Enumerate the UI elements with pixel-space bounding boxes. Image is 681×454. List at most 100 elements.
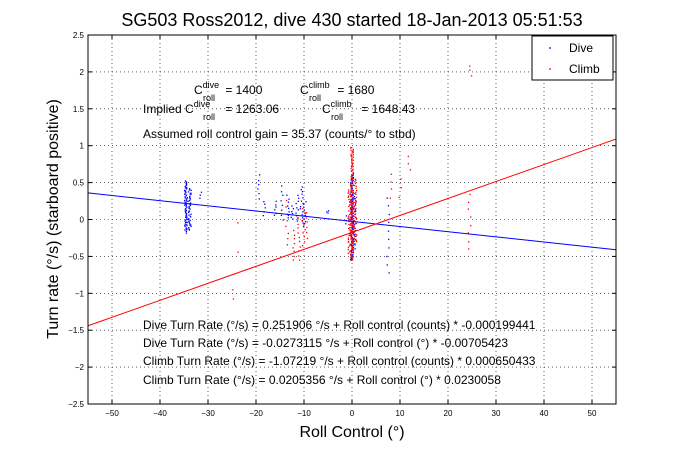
dive-point	[190, 225, 192, 228]
dive-point	[188, 207, 190, 209]
dive-point	[388, 272, 390, 274]
dive-point	[300, 200, 303, 202]
climb-point	[355, 239, 357, 241]
climb-point	[348, 218, 350, 220]
dive-fit-line	[87, 192, 617, 251]
climb-point	[350, 177, 353, 179]
climb-point	[354, 208, 357, 211]
climb-point	[237, 222, 239, 224]
dive-point	[183, 189, 186, 192]
climb-point	[350, 153, 352, 156]
climb-point	[350, 165, 353, 167]
roll-centers-annotation: Cdive roll = 1400 Cclimb roll = 1680 Impli…	[143, 80, 416, 141]
dive-point	[275, 204, 277, 206]
y-axis-label: Turn rate (°/s) (starboard positive)	[45, 99, 62, 339]
climb-point	[351, 212, 353, 214]
dive-point	[291, 205, 293, 207]
dive-point	[185, 183, 188, 185]
climb-point	[298, 236, 301, 239]
dive-point	[350, 209, 352, 211]
climb-point	[348, 221, 350, 223]
climb-point	[351, 242, 353, 244]
x-tick-label: 50	[588, 409, 597, 418]
x-tick-label: −50	[105, 409, 119, 418]
x-axis-label: Roll Control (°)	[299, 424, 404, 441]
dive-point	[351, 197, 353, 200]
climb-point	[355, 207, 357, 210]
dive-point	[186, 224, 188, 227]
dive-point	[188, 228, 190, 230]
climb-point	[389, 197, 391, 199]
c-roll-dive-label: C	[194, 83, 203, 97]
dive-point	[350, 243, 353, 245]
x-tick-label: 0	[350, 409, 355, 418]
climb-point	[297, 218, 299, 220]
dive-point	[351, 200, 354, 202]
dive-point	[199, 197, 201, 199]
dive-point	[352, 184, 354, 186]
dive-point	[200, 191, 203, 193]
climb-point	[302, 208, 304, 210]
climb-point	[302, 232, 304, 234]
climb-point	[390, 181, 392, 183]
dive-point	[297, 194, 299, 197]
dive-point	[189, 197, 191, 199]
climb-point	[355, 241, 358, 243]
dive-point	[264, 207, 267, 209]
climb-point	[469, 193, 471, 196]
climb-point	[353, 201, 355, 204]
dive-point	[184, 191, 187, 193]
dive-point	[351, 208, 353, 211]
dive-point	[282, 194, 284, 196]
dive-point	[187, 211, 190, 214]
climb-point	[350, 257, 352, 259]
dive-point	[184, 201, 186, 203]
dive-point	[355, 202, 357, 204]
climb-point	[355, 222, 357, 224]
climb-point	[351, 185, 353, 187]
implied-climb-label: C	[322, 102, 331, 116]
dive-point	[282, 219, 284, 221]
climb-point	[352, 148, 355, 151]
dive-point	[388, 238, 390, 241]
dive-point	[258, 198, 260, 200]
dive-point	[188, 218, 190, 220]
dive-point	[184, 187, 187, 189]
climb-point	[351, 166, 353, 168]
dive-point	[350, 235, 353, 237]
dive-point	[327, 212, 329, 214]
dive-point	[186, 198, 188, 200]
climb-point	[350, 223, 352, 225]
dive-point	[287, 217, 289, 219]
dive-point	[275, 206, 277, 208]
dive-point	[302, 225, 305, 228]
climb-point	[303, 224, 305, 226]
implied-dive-value: = 1263.06	[222, 102, 279, 116]
climb-point	[348, 240, 350, 243]
climb-point	[350, 232, 352, 235]
x-tick-label: 40	[540, 409, 549, 418]
climb-point	[469, 225, 472, 227]
climb-point	[348, 210, 350, 212]
dive-point	[352, 228, 354, 230]
legend-dive-marker	[549, 47, 551, 49]
climb-point	[348, 251, 351, 253]
data-points	[183, 65, 473, 300]
climb-point	[350, 217, 352, 219]
climb-point	[350, 234, 352, 236]
climb-point	[351, 164, 353, 166]
dive-point	[353, 240, 355, 243]
implied-prefix: Implied	[143, 102, 185, 116]
climb-point	[286, 220, 288, 222]
climb-point	[352, 169, 354, 171]
climb-point	[232, 298, 235, 300]
dive-point	[188, 200, 190, 202]
dive-point	[186, 228, 188, 230]
climb-point	[407, 163, 409, 165]
climb-point	[298, 240, 301, 243]
dive-point	[388, 213, 390, 216]
climb-point	[350, 211, 352, 213]
climb-point	[355, 185, 357, 187]
climb-point	[390, 173, 393, 175]
climb-point	[469, 65, 471, 67]
